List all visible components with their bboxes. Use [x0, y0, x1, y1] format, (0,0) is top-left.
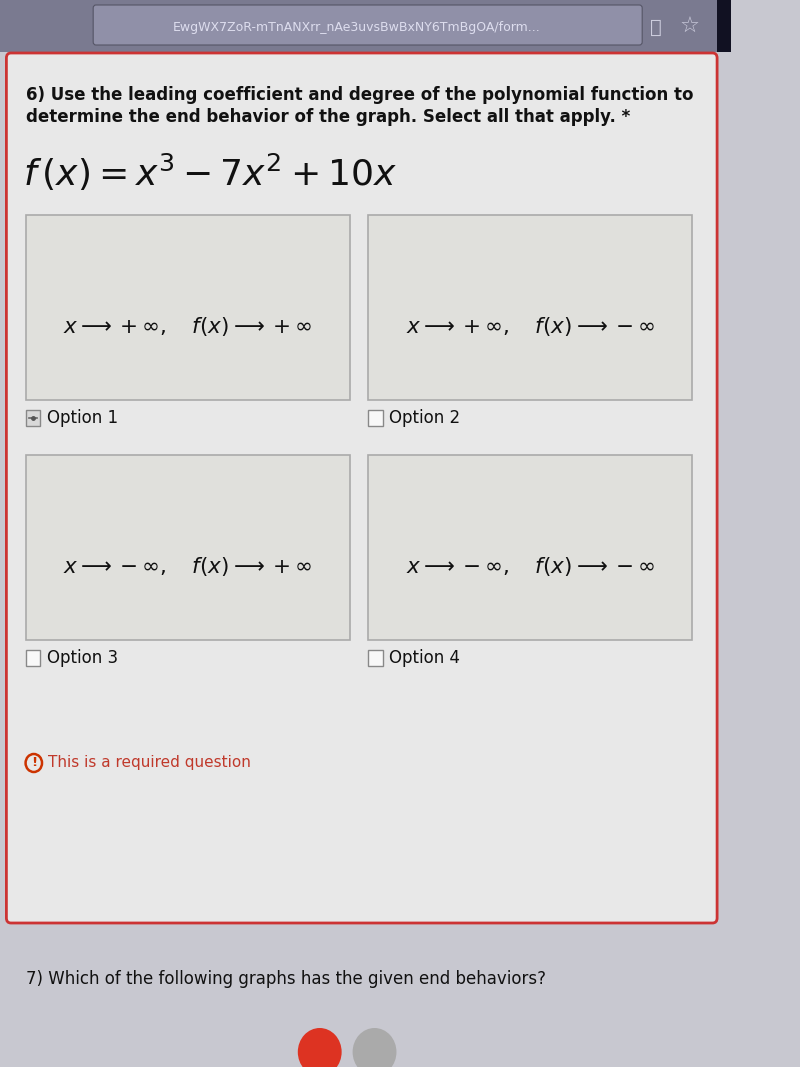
Text: $x \longrightarrow +\infty,\quad f(x) \longrightarrow -\infty$: $x \longrightarrow +\infty,\quad f(x) \l… [406, 315, 655, 337]
FancyBboxPatch shape [26, 455, 350, 640]
FancyBboxPatch shape [26, 214, 350, 400]
FancyBboxPatch shape [368, 455, 693, 640]
Text: EwgWX7ZoR-mTnANXrr_nAe3uvsBwBxNY6TmBgOA/form...: EwgWX7ZoR-mTnANXrr_nAe3uvsBwBxNY6TmBgOA/… [172, 20, 540, 33]
Text: Option 1: Option 1 [46, 409, 118, 427]
Bar [368, 650, 382, 666]
Bar [26, 410, 40, 426]
FancyBboxPatch shape [0, 0, 731, 52]
Text: $f\,(x) = x^3 - 7x^2 + 10x$: $f\,(x) = x^3 - 7x^2 + 10x$ [23, 152, 397, 193]
Text: determine the end behavior of the graph. Select all that apply. *: determine the end behavior of the graph.… [26, 108, 630, 126]
Bar [717, 0, 731, 52]
FancyBboxPatch shape [6, 53, 717, 923]
Text: This is a required question: This is a required question [47, 755, 250, 770]
Bar [368, 410, 382, 426]
FancyBboxPatch shape [368, 214, 693, 400]
Bar [26, 650, 40, 666]
Text: 7) Which of the following graphs has the given end behaviors?: 7) Which of the following graphs has the… [26, 970, 546, 988]
Circle shape [298, 1028, 342, 1067]
Text: Option 4: Option 4 [389, 649, 460, 667]
Text: 6) Use the leading coefficient and degree of the polynomial function to: 6) Use the leading coefficient and degre… [26, 86, 693, 103]
FancyBboxPatch shape [93, 5, 642, 45]
Text: $x \longrightarrow -\infty,\quad f(x) \longrightarrow +\infty$: $x \longrightarrow -\infty,\quad f(x) \l… [63, 555, 312, 577]
Text: ☆: ☆ [680, 17, 700, 37]
Circle shape [353, 1028, 397, 1067]
Text: $x \longrightarrow +\infty,\quad f(x) \longrightarrow +\infty$: $x \longrightarrow +\infty,\quad f(x) \l… [63, 315, 312, 337]
Text: $x \longrightarrow -\infty,\quad f(x) \longrightarrow -\infty$: $x \longrightarrow -\infty,\quad f(x) \l… [406, 555, 655, 577]
Text: Option 2: Option 2 [389, 409, 460, 427]
Text: Option 3: Option 3 [46, 649, 118, 667]
Text: !: ! [30, 757, 37, 769]
Text: ⌕: ⌕ [650, 17, 662, 36]
